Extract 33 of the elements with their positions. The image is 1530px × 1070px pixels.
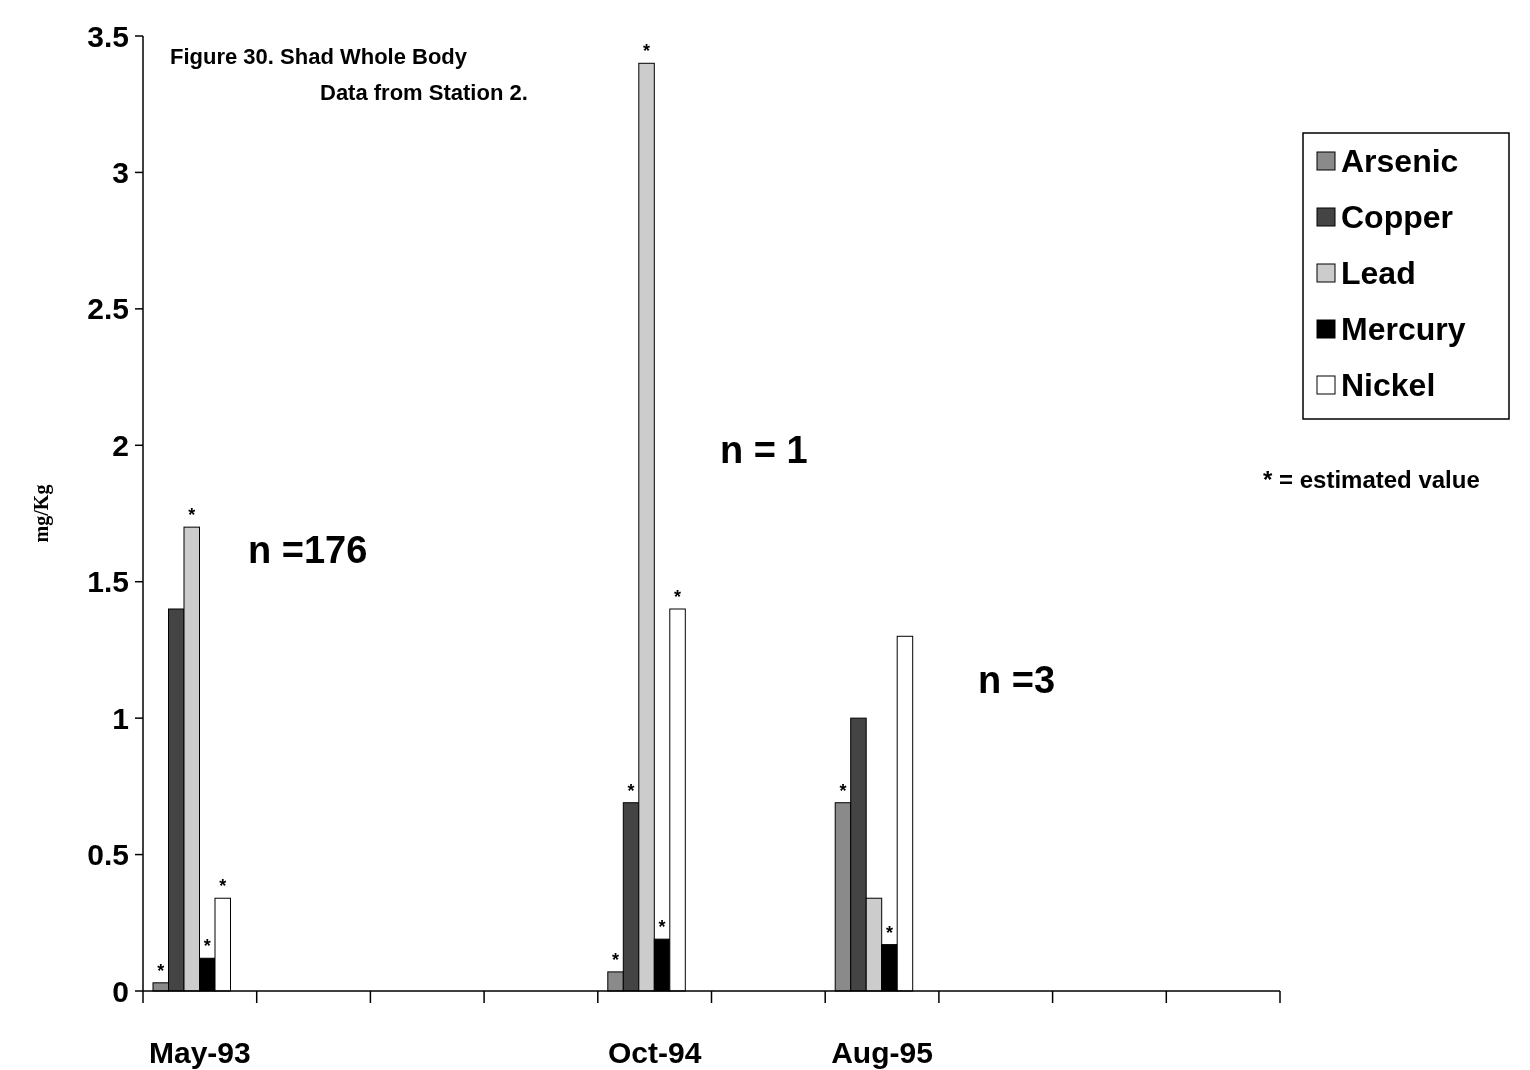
annotation: n =176 xyxy=(248,529,368,571)
annotation: * xyxy=(643,41,651,62)
legend-label: Nickel xyxy=(1341,367,1436,404)
annotation: n = 1 xyxy=(720,429,808,471)
legend-label: Lead xyxy=(1341,255,1416,292)
x-tick-label: Aug-95 xyxy=(831,1036,933,1069)
annotation: * xyxy=(612,949,620,970)
y-tick-label: 2.5 xyxy=(87,292,129,326)
annotation: * xyxy=(203,936,211,957)
y-tick-label: 3 xyxy=(112,155,129,189)
legend-label: Arsenic xyxy=(1341,143,1459,180)
legend-label: Copper xyxy=(1341,199,1453,236)
annotation: * xyxy=(157,960,165,981)
annotation: * xyxy=(885,922,893,943)
y-tick-label: 1 xyxy=(112,701,129,735)
x-tick-label: May-93 xyxy=(148,1036,251,1069)
y-tick-label: 2 xyxy=(112,428,129,462)
y-tick-label: 0.5 xyxy=(87,838,129,872)
y-axis-title: mg/Kg xyxy=(30,484,53,543)
y-tick-label: 3.5 xyxy=(87,19,129,53)
x-tick-label: Oct-94 xyxy=(607,1036,702,1069)
y-tick-label: 0 xyxy=(112,974,129,1008)
text: Figure 30. Shad Whole Body Data from Station 2. xyxy=(170,44,528,105)
annotation: n =3 xyxy=(978,659,1056,701)
annotation: * xyxy=(839,780,847,801)
annotation: * xyxy=(219,876,227,897)
annotation: * xyxy=(627,780,635,801)
y-tick-label: 1.5 xyxy=(87,565,129,599)
annotation: * xyxy=(658,917,666,938)
annotation: * xyxy=(674,587,682,607)
legend-label: Mercury xyxy=(1341,311,1466,348)
annotation: * = estimated value xyxy=(1263,466,1480,493)
annotation: * xyxy=(188,505,196,526)
